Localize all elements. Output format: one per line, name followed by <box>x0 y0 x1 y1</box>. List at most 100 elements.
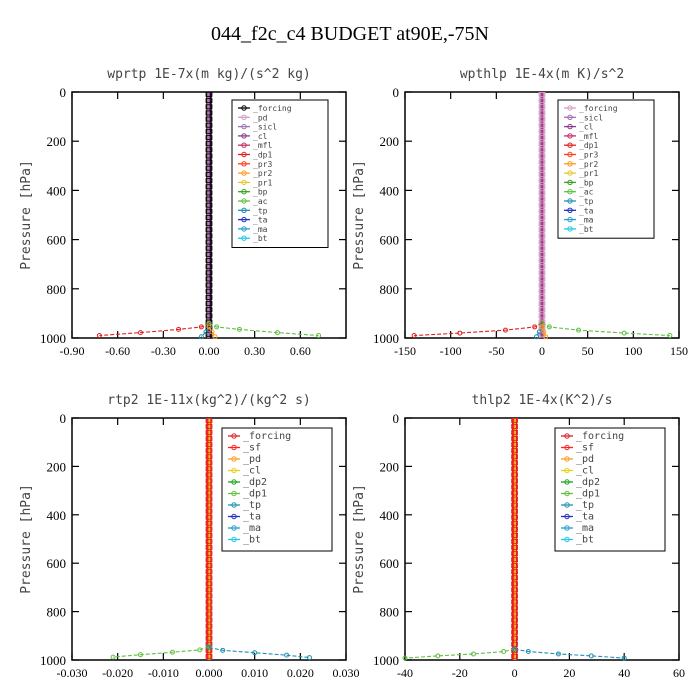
series-marker <box>205 514 213 520</box>
series-point-ac <box>576 327 582 333</box>
legend-marker <box>567 207 573 214</box>
legend-entry: _ta <box>579 206 594 215</box>
series-marker <box>205 251 213 257</box>
series-marker <box>205 563 213 569</box>
series-marker <box>205 575 213 581</box>
series-marker <box>511 551 519 556</box>
y-axis-label: Pressure [hPa] <box>352 484 367 594</box>
series-marker <box>511 629 519 635</box>
series-marker <box>511 484 519 490</box>
legend-marker <box>241 123 247 130</box>
legend-marker <box>567 114 573 121</box>
legend-marker <box>241 170 247 176</box>
series-marker <box>205 653 213 659</box>
series-point-tp <box>284 652 290 658</box>
series-marker <box>511 623 519 629</box>
series-line-dp1 <box>99 322 210 337</box>
series-marker <box>538 147 546 153</box>
series-marker <box>205 551 213 556</box>
series-point-ac <box>546 324 552 330</box>
series-point-ac <box>275 330 280 336</box>
legend-entry: _dp2 <box>243 477 267 488</box>
series-marker <box>511 448 519 454</box>
series-marker <box>538 165 546 171</box>
legend-marker <box>241 133 247 139</box>
x-tick-label: -150 <box>394 344 416 358</box>
series-marker <box>205 460 213 466</box>
y-tick-label: 1000 <box>373 653 399 668</box>
series-marker <box>538 202 546 208</box>
series-point-tp <box>536 329 542 335</box>
legend-entry: _pr1 <box>253 178 272 187</box>
series-marker <box>538 128 546 134</box>
x-tick-label: -0.90 <box>60 344 85 358</box>
series-point-pr2 <box>543 334 549 340</box>
series-point-dp1 <box>457 330 463 336</box>
series-point-ac <box>316 333 322 339</box>
series-marker <box>205 532 213 538</box>
x-tick-label: 100 <box>624 344 642 358</box>
legend-entry: _dp1 <box>243 489 267 500</box>
series-marker <box>205 325 213 331</box>
legend-entry: _cl <box>253 132 268 141</box>
series-marker <box>538 215 546 220</box>
panel-2: wpthlp 1E-4x(m K)/s^2 Pressure [hPa] -150 -… <box>352 67 688 358</box>
x-tick-label: 0.020 <box>287 666 314 680</box>
series-marker <box>205 270 213 276</box>
legend-entry: _cl <box>243 466 261 477</box>
series-marker <box>511 454 519 460</box>
legend-marker <box>567 226 573 232</box>
legend-entry: _sicl <box>579 113 603 122</box>
series-marker <box>205 153 213 159</box>
series-marker <box>205 128 213 134</box>
series-marker <box>511 472 519 478</box>
series-point-pr2 <box>206 324 212 330</box>
legend-box <box>221 427 333 552</box>
panel-4: thlp2 1E-4x(K^2)/s Pressure [hPa] -40 -20 0 2… <box>352 393 685 680</box>
series-point-dp1 <box>435 653 441 659</box>
series-marker <box>538 116 546 122</box>
legend-entry: _ma <box>253 225 268 234</box>
series-point-dp1 <box>402 655 408 661</box>
x-tick-label: 150 <box>670 344 688 358</box>
series-point-tp <box>252 650 258 656</box>
legend-marker <box>567 170 573 176</box>
series-marker <box>538 141 546 147</box>
series-marker <box>511 557 519 562</box>
series-marker <box>205 264 213 270</box>
series-marker <box>205 258 213 263</box>
legend-marker <box>567 123 573 130</box>
series-marker <box>538 172 546 177</box>
legend-marker <box>241 216 247 223</box>
series-marker <box>538 178 546 183</box>
series-marker <box>511 617 519 623</box>
series-marker <box>538 264 546 270</box>
series-point-tp <box>203 329 209 335</box>
legend-entry: _ta <box>253 216 268 225</box>
series-point-dp1 <box>532 324 538 330</box>
panel-title: rtp2 1E-11x(kg^2)/(kg^2 s) <box>107 393 311 408</box>
y-tick-label: 400 <box>47 183 67 198</box>
series-marker <box>205 245 213 251</box>
legend-marker <box>241 142 247 148</box>
series-marker <box>538 313 546 319</box>
legend-marker <box>231 502 237 508</box>
legend-entry: _ma <box>576 523 594 534</box>
series-marker <box>205 472 213 478</box>
y-tick-label: 800 <box>380 282 400 297</box>
series-marker <box>205 569 213 575</box>
panel-3: rtp2 1E-11x(kg^2)/(kg^2 s) Pressure [hPa]… <box>19 393 360 680</box>
series-marker <box>538 190 546 196</box>
series-marker <box>538 135 546 140</box>
legend-marker <box>564 433 570 439</box>
series-marker <box>205 165 213 171</box>
legend-marker <box>231 444 237 451</box>
series-marker <box>205 478 213 484</box>
series-marker <box>538 245 546 251</box>
series-marker <box>538 276 546 282</box>
legend-marker <box>564 444 570 451</box>
series-marker <box>205 116 213 122</box>
series-marker <box>511 514 519 520</box>
series-marker <box>538 301 546 306</box>
series-marker <box>205 502 213 508</box>
